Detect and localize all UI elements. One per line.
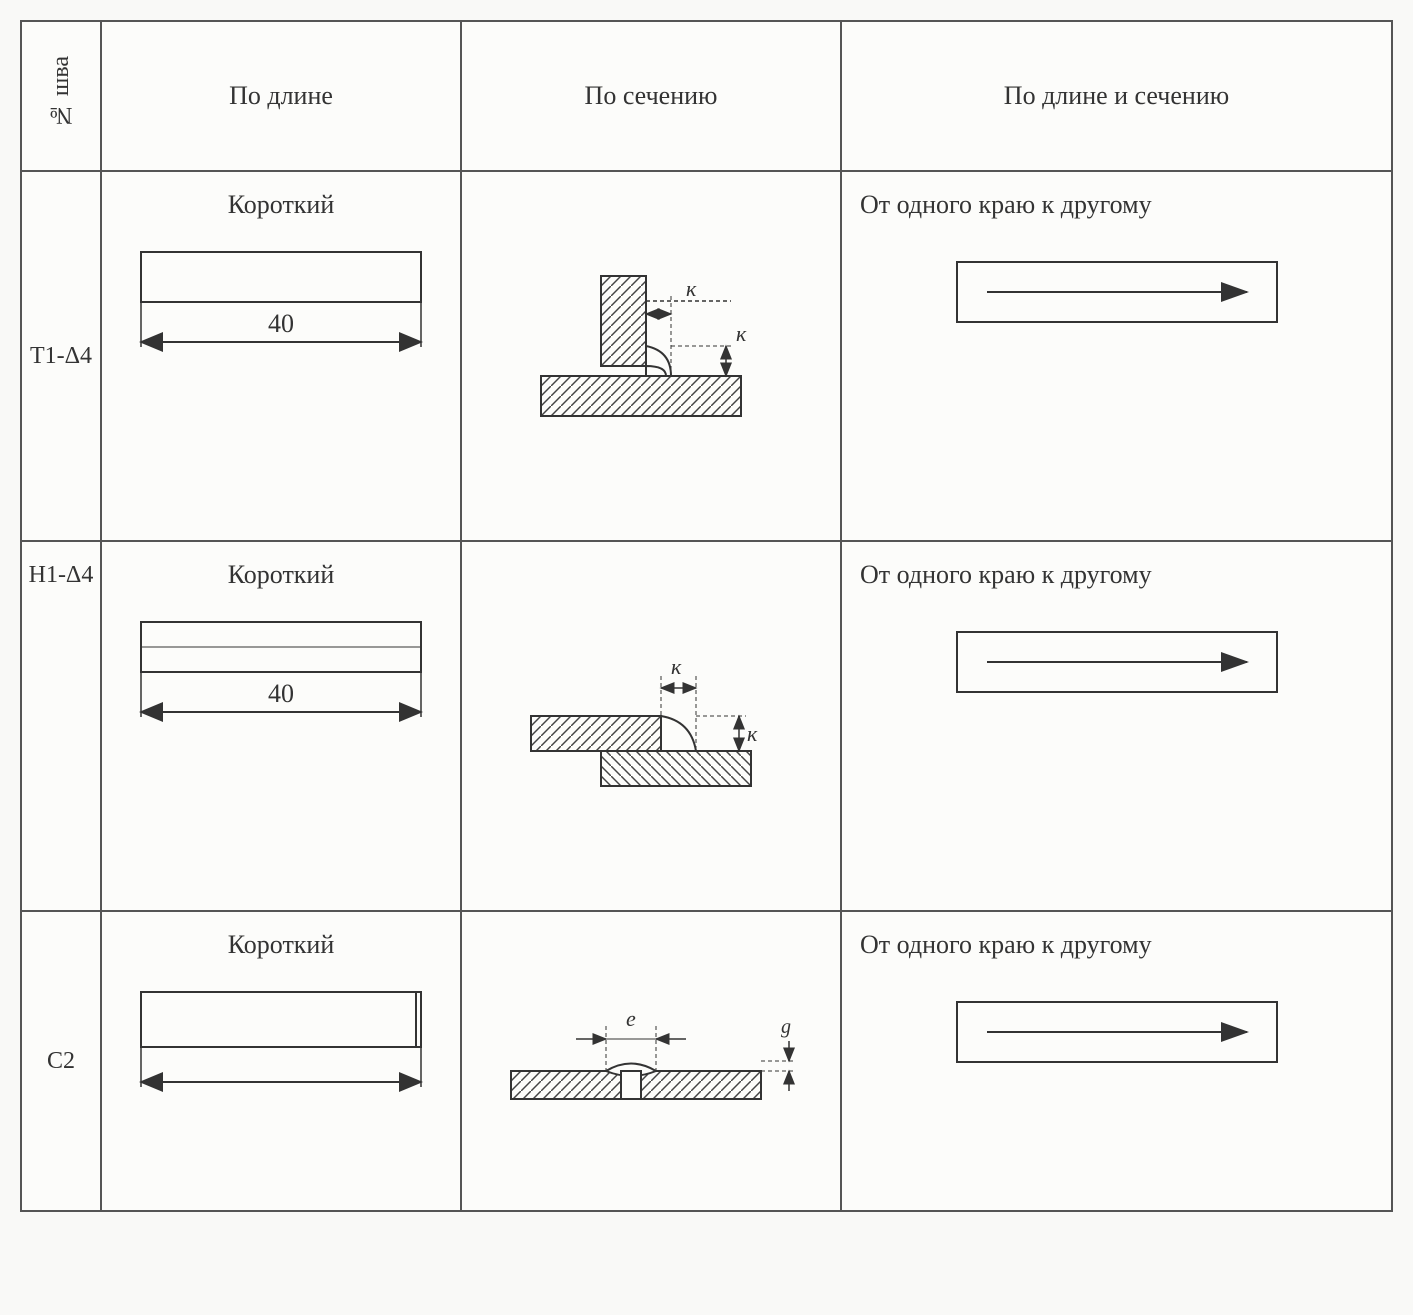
length-title: Короткий [110,190,452,220]
section-cell: е g [461,911,841,1211]
weld-id-cell: Т1-Δ4 [21,171,101,541]
header-by-section: По сечению [461,21,841,171]
length-diagram: 40 [121,602,441,752]
section-diagram-butt: е g [481,971,821,1151]
weld-id-cell: С2 [21,911,101,1211]
direction-diagram [927,602,1307,722]
length-title: Короткий [110,560,452,590]
length-cell: Короткий 40 [101,541,461,911]
length-dim: 40 [268,309,294,338]
length-diagram: 40 [121,232,441,382]
table-row: Т1-Δ4 Короткий 40 [21,171,1392,541]
length-cell: Короткий 40 [101,171,461,541]
section-label-k1: к [686,276,697,301]
direction-cell: От одного краю к другому [841,171,1392,541]
header-by-length-and-section: По длине и сечению [841,21,1392,171]
length-diagram [121,972,441,1112]
section-cell: к к [461,171,841,541]
table-row: Н1-Δ4 Короткий 40 [21,541,1392,911]
length-dim: 40 [268,679,294,708]
length-cell: Короткий [101,911,461,1211]
section-cell: к к [461,541,841,911]
weld-id-cell: Н1-Δ4 [21,541,101,911]
header-row: № шва По длине По сечению По длине и сеч… [21,21,1392,171]
section-diagram-tee: к к [491,246,811,466]
section-label-k2: к [736,321,747,346]
header-by-length: По длине [101,21,461,171]
direction-title: От одного краю к другому [860,930,1383,960]
weld-id: С2 [47,1048,75,1074]
weld-id: Н1-Δ4 [29,562,94,588]
section-label-g: g [781,1016,791,1038]
section-diagram-lap: к к [491,616,811,836]
weld-table: № шва По длине По сечению По длине и сеч… [20,20,1393,1212]
direction-title: От одного краю к другому [860,190,1383,220]
direction-diagram [927,232,1307,352]
section-label-k1: к [671,654,682,679]
direction-diagram [927,972,1307,1092]
section-label-e: е [626,1006,636,1031]
table-row: С2 Короткий [21,911,1392,1211]
direction-cell: От одного краю к другому [841,541,1392,911]
section-label-k2: к [747,721,758,746]
weld-id: Т1-Δ4 [30,343,92,369]
length-title: Короткий [110,930,452,960]
direction-cell: От одного краю к другому [841,911,1392,1211]
direction-title: От одного краю к другому [860,560,1383,590]
header-num-label: № шва [48,56,75,128]
header-weld-num: № шва [21,21,101,171]
